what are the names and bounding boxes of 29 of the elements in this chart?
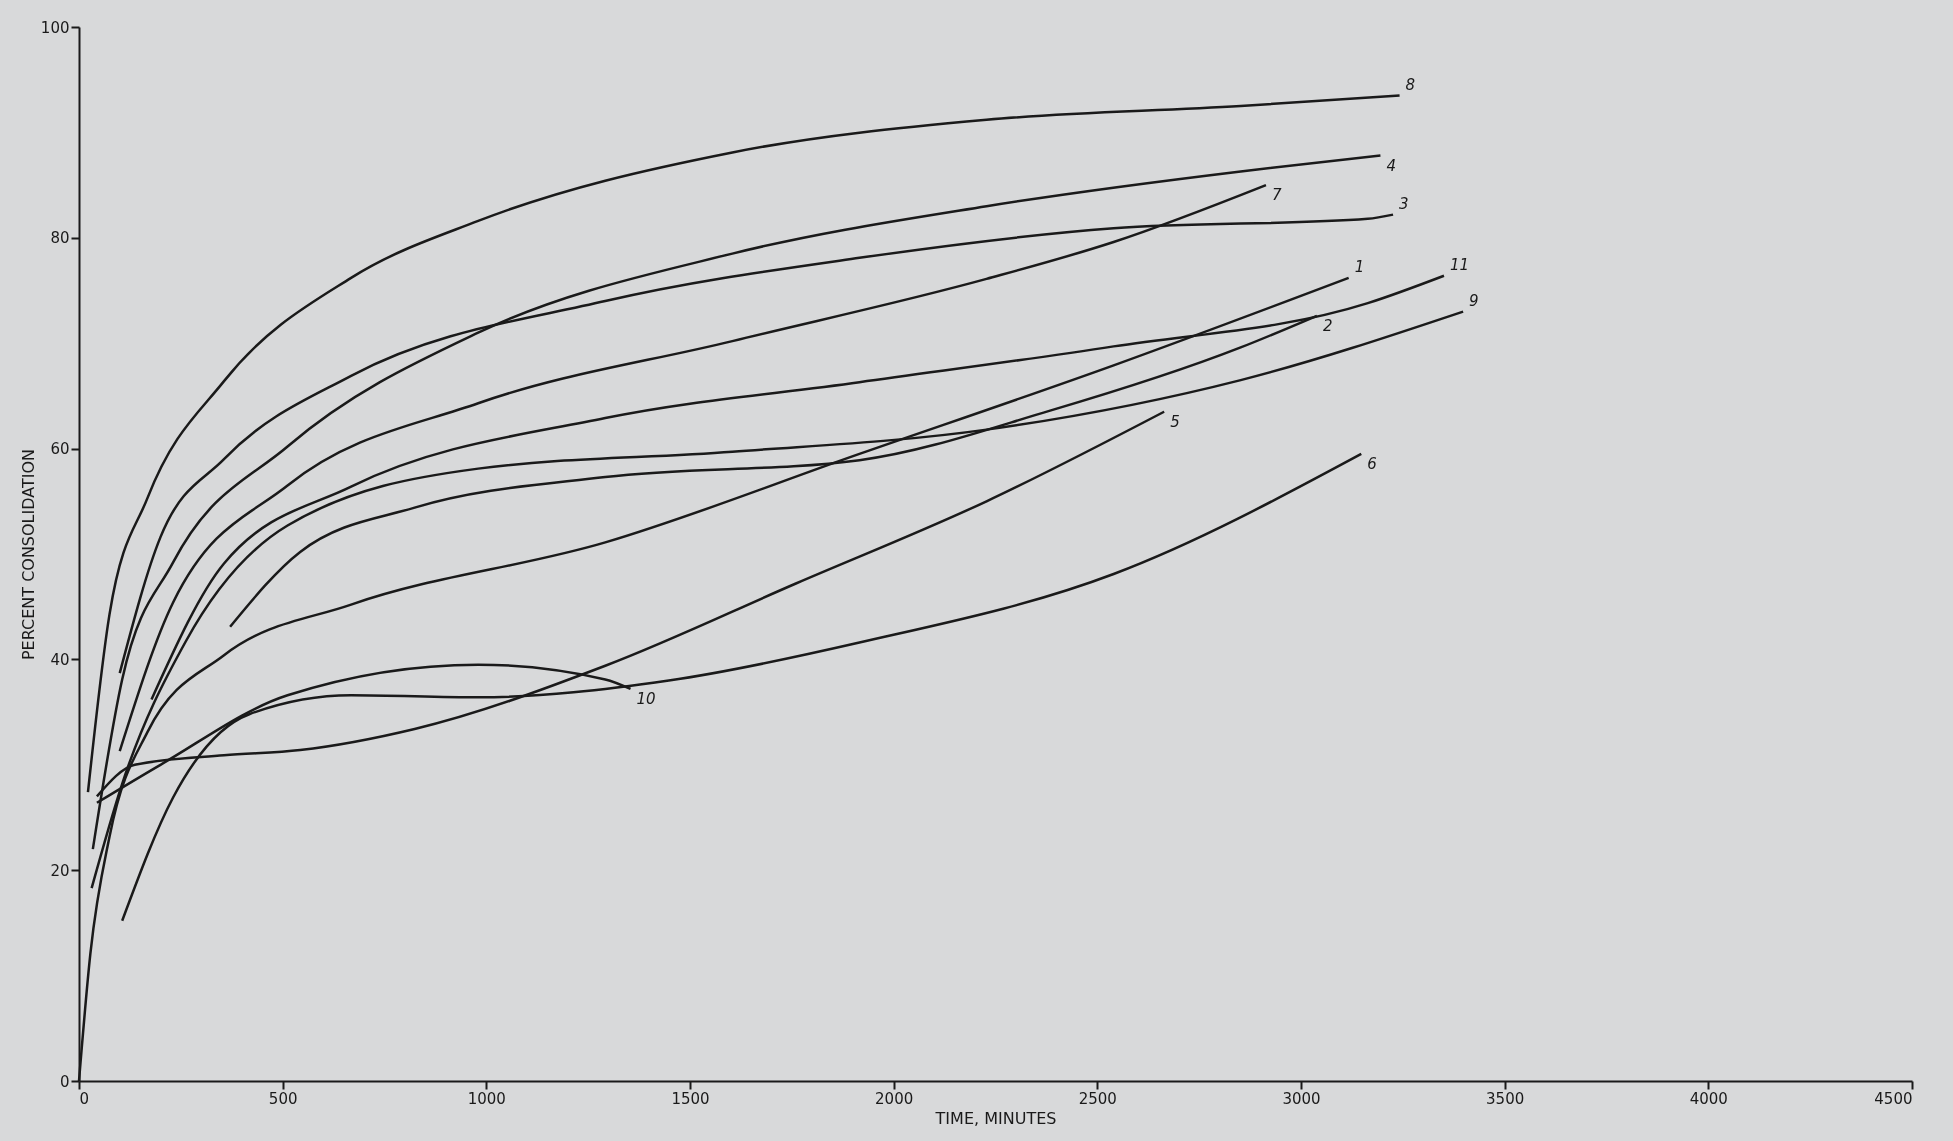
- x-tick-label: 4500: [1874, 1089, 1913, 1108]
- y-tick-label: 100: [40, 18, 70, 37]
- x-tick-label: 500: [268, 1089, 298, 1108]
- series-label: 11: [1449, 255, 1470, 274]
- x-axis-title: TIME, MINUTES: [934, 1108, 1057, 1128]
- y-tick-label: 0: [59, 1072, 70, 1091]
- x-tick-label: 1000: [467, 1089, 506, 1108]
- y-tick-label: 40: [50, 650, 70, 669]
- series-label: 3: [1399, 194, 1409, 213]
- x-tick-label: 2500: [1078, 1089, 1117, 1108]
- series-label: 9: [1469, 291, 1479, 310]
- series-label: 10: [636, 689, 656, 708]
- x-tick-label: 4000: [1689, 1089, 1728, 1108]
- series-label: 7: [1271, 186, 1282, 205]
- y-axis-title: PERCENT CONSOLIDATION: [18, 448, 38, 661]
- series-label: 6: [1367, 454, 1377, 473]
- series-label: 8: [1405, 75, 1416, 94]
- series-label: 5: [1170, 412, 1180, 431]
- y-tick-label: 60: [50, 440, 70, 459]
- y-tick-label: 20: [50, 861, 70, 880]
- x-tick-label: 3500: [1486, 1089, 1525, 1108]
- x-tick-label: 0: [79, 1089, 90, 1108]
- x-tick-label: 2000: [875, 1089, 914, 1108]
- x-tick-label: 1500: [671, 1089, 710, 1108]
- series-label: 1: [1354, 257, 1365, 276]
- x-tick-label: 3000: [1282, 1089, 1321, 1108]
- series-label: 2: [1322, 316, 1333, 335]
- y-tick-label: 80: [50, 229, 70, 248]
- series-label: 4: [1386, 156, 1396, 175]
